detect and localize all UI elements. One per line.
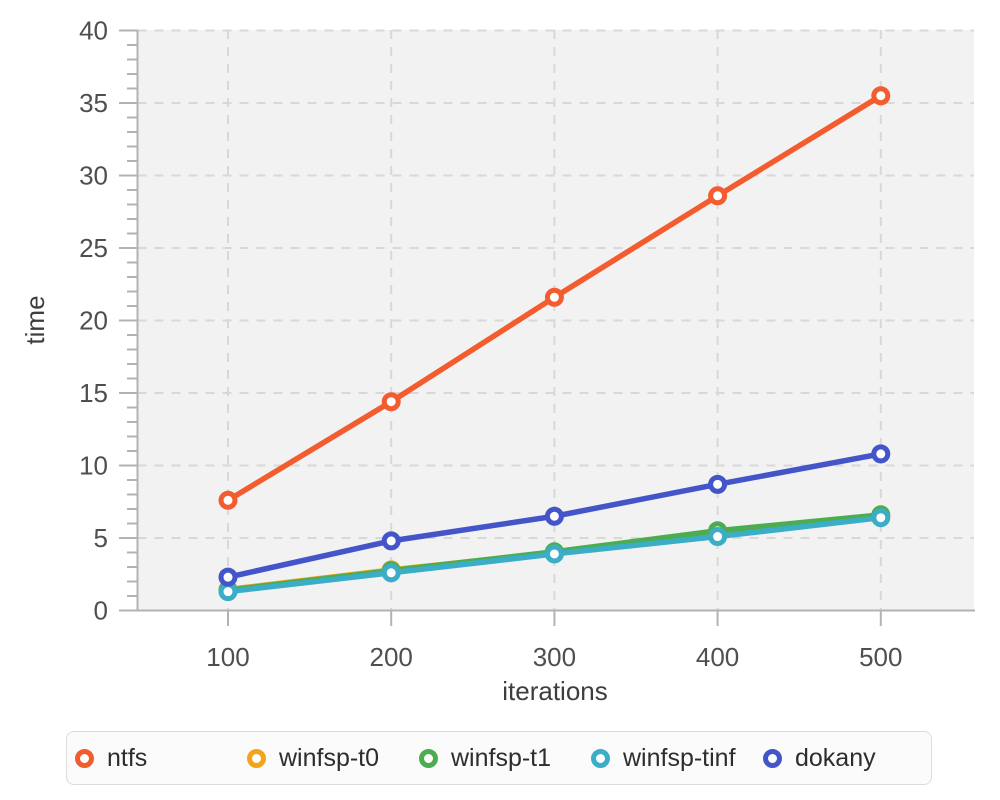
data-point-marker [708, 527, 728, 547]
legend-item-label: winfsp-tinf [623, 743, 736, 772]
y-axis-title: time [20, 295, 50, 344]
legend-marker-icon [247, 748, 266, 768]
legend-marker-icon [763, 748, 782, 768]
y-tick-label: 25 [79, 233, 108, 263]
data-point-marker [871, 86, 891, 106]
data-point-marker [708, 186, 728, 206]
legend-item-label: winfsp-t1 [451, 743, 552, 772]
legend-item-label: dokany [795, 743, 876, 772]
series-ntfs [218, 86, 891, 510]
axis-labels: 0 5 10 15 20 25 30 35 40 100 200 300 400 500 [79, 16, 902, 673]
legend-marker-icon [75, 748, 94, 768]
y-tick-label: 0 [94, 596, 108, 626]
data-point-marker [544, 506, 564, 526]
data-point-marker [544, 544, 564, 564]
y-tick-label: 15 [79, 378, 108, 408]
data-point-marker [218, 567, 238, 587]
x-tick-label: 400 [696, 642, 739, 672]
legend-item-label: ntfs [107, 743, 148, 772]
y-tick-label: 35 [79, 88, 108, 118]
chart-legend: ntfs winfsp-t0 winfsp-t1 winfsp-tinf dokany [66, 731, 932, 785]
series-dokany [218, 444, 891, 587]
x-tick-label: 200 [370, 642, 413, 672]
x-tick-label: 500 [859, 642, 902, 672]
data-point-marker [381, 563, 401, 583]
y-tick-label: 10 [79, 451, 108, 481]
data-point-marker [218, 582, 238, 602]
data-point-marker [544, 287, 564, 307]
data-point-marker [708, 474, 728, 494]
data-point-marker [218, 490, 238, 510]
data-point-marker [871, 508, 891, 528]
legend-item-ntfs[interactable]: ntfs [75, 744, 247, 773]
axes [119, 29, 975, 626]
series-winfsp-tinf [218, 508, 891, 602]
legend-marker-icon [419, 748, 438, 768]
legend-marker-icon [591, 748, 610, 768]
legend-item-label: winfsp-t0 [279, 743, 380, 772]
data-series [218, 86, 891, 602]
data-point-marker [381, 531, 401, 551]
legend-item-winfsp-t0[interactable]: winfsp-t0 [247, 744, 419, 773]
data-point-marker [871, 444, 891, 464]
legend-item-winfsp-tinf[interactable]: winfsp-tinf [591, 744, 763, 773]
y-tick-label: 20 [79, 306, 108, 336]
data-point-marker [381, 392, 401, 412]
legend-item-winfsp-t1[interactable]: winfsp-t1 [419, 744, 591, 773]
legend-item-dokany[interactable]: dokany [763, 744, 935, 773]
x-axis-title: iterations [502, 676, 608, 706]
y-tick-label: 30 [79, 161, 108, 191]
line-chart: 0 5 10 15 20 25 30 35 40 100 200 300 400 500 iteratio… [20, 16, 975, 706]
y-tick-label: 5 [94, 523, 108, 553]
x-tick-label: 100 [206, 642, 249, 672]
x-tick-label: 300 [533, 642, 576, 672]
y-tick-label: 40 [79, 16, 108, 46]
